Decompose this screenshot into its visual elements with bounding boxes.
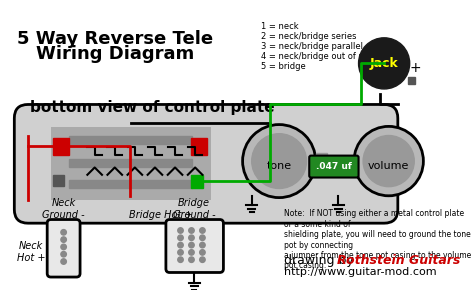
Bar [69,136,192,144]
Bar [191,175,203,188]
Text: http://www.guitar-mod.com: http://www.guitar-mod.com [283,267,436,277]
Text: Wiring Diagram: Wiring Diagram [36,45,194,63]
Bar [53,175,64,186]
Text: .047 uf: .047 uf [316,162,352,171]
Circle shape [200,242,205,248]
Text: +: + [410,61,421,75]
Circle shape [189,235,194,241]
Circle shape [354,126,423,196]
Circle shape [178,257,183,262]
Circle shape [200,228,205,233]
Text: Note:  If NOT using either a metal control plate or a some kind of
shielding pla: Note: If NOT using either a metal contro… [283,209,471,271]
Circle shape [200,250,205,255]
Text: bottom view of control plate: bottom view of control plate [30,100,274,115]
FancyBboxPatch shape [309,156,358,178]
Circle shape [178,228,183,233]
Circle shape [363,135,414,187]
Bar [316,162,327,169]
Circle shape [243,125,316,198]
Circle shape [189,250,194,255]
Bar [191,138,207,155]
Circle shape [61,259,66,264]
Text: 2 = neck/bridge series: 2 = neck/bridge series [261,32,356,41]
Text: tone: tone [266,161,292,171]
FancyBboxPatch shape [14,105,398,223]
Text: 4 = neck/bridge out of phase: 4 = neck/bridge out of phase [261,52,384,62]
Text: 5 Way Reverse Tele: 5 Way Reverse Tele [17,30,213,48]
Circle shape [189,242,194,248]
Text: Neck
Ground -: Neck Ground - [42,198,85,220]
Bar [53,138,69,155]
Circle shape [61,237,66,242]
Bar [69,159,192,167]
Circle shape [178,250,183,255]
Text: 1 = neck: 1 = neck [261,22,299,31]
Bar [51,127,210,200]
Text: Bridge Hot +: Bridge Hot + [128,210,192,220]
Text: 3 = neck/bridge parallel: 3 = neck/bridge parallel [261,42,363,52]
Circle shape [61,251,66,257]
Text: Jack: Jack [370,57,399,70]
Text: Bridge
Ground -: Bridge Ground - [173,198,216,220]
Circle shape [61,244,66,250]
Text: volume: volume [368,161,410,171]
Circle shape [178,242,183,248]
Bar [69,180,192,188]
Bar [316,153,327,160]
FancyBboxPatch shape [47,220,80,277]
Text: 5 = bridge: 5 = bridge [261,62,306,72]
Circle shape [178,235,183,241]
Bar [408,77,415,85]
Circle shape [200,235,205,241]
Circle shape [189,257,194,262]
Circle shape [61,230,66,235]
Text: Rothstein Guitars: Rothstein Guitars [337,254,460,267]
Text: drawing by: drawing by [283,254,357,267]
Circle shape [358,38,410,89]
Text: Neck
Hot +: Neck Hot + [17,241,45,263]
FancyBboxPatch shape [166,220,223,272]
Circle shape [189,228,194,233]
Circle shape [252,134,307,188]
Circle shape [200,257,205,262]
